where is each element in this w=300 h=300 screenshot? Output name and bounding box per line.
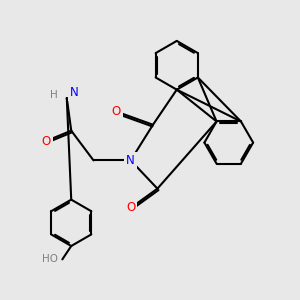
Text: H: H xyxy=(50,90,57,100)
Text: HO: HO xyxy=(42,254,58,264)
Text: O: O xyxy=(41,135,51,148)
Text: O: O xyxy=(126,202,135,214)
Text: N: N xyxy=(126,154,135,167)
Text: N: N xyxy=(70,85,79,98)
Text: O: O xyxy=(111,105,120,118)
